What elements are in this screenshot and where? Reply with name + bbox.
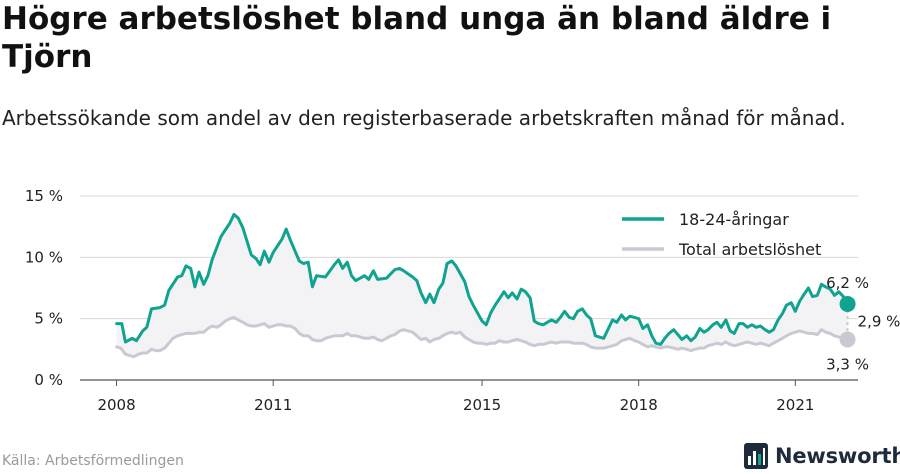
page-subtitle: Arbetssökande som andel av den registerb… (2, 106, 846, 130)
brand-logo: Newsworthy (744, 441, 900, 471)
x-tick-label: 2021 (776, 396, 814, 414)
x-tick-label: 2018 (620, 396, 658, 414)
series-end-dot (839, 295, 856, 312)
newsworthy-logo-icon (744, 443, 768, 469)
series-end-label: 3,3 % (826, 356, 869, 374)
gap-fill-area (116, 214, 848, 357)
y-tick-label: 15 % (25, 187, 63, 205)
series-end-label: 6,2 % (826, 274, 869, 292)
series-end-dot (839, 331, 856, 348)
brand-name: Newsworthy (775, 444, 900, 468)
y-tick-label: 10 % (25, 248, 63, 266)
y-tick-label: 0 % (34, 371, 63, 389)
x-tick-label: 2008 (97, 396, 135, 414)
y-tick-label: 5 % (34, 310, 63, 328)
legend-label: 18-24-åringar (679, 210, 789, 229)
series-line (115, 315, 850, 359)
page-title: Högre arbetslöshet bland unga än bland ä… (2, 1, 832, 75)
x-tick-label: 2011 (254, 396, 292, 414)
series-line (115, 212, 850, 346)
x-tick-label: 2015 (463, 396, 501, 414)
source-note: Källa: Arbetsförmedlingen (2, 453, 184, 469)
gap-label: 2,9 % (858, 313, 900, 331)
legend-label: Total arbetslöshet (678, 240, 821, 259)
